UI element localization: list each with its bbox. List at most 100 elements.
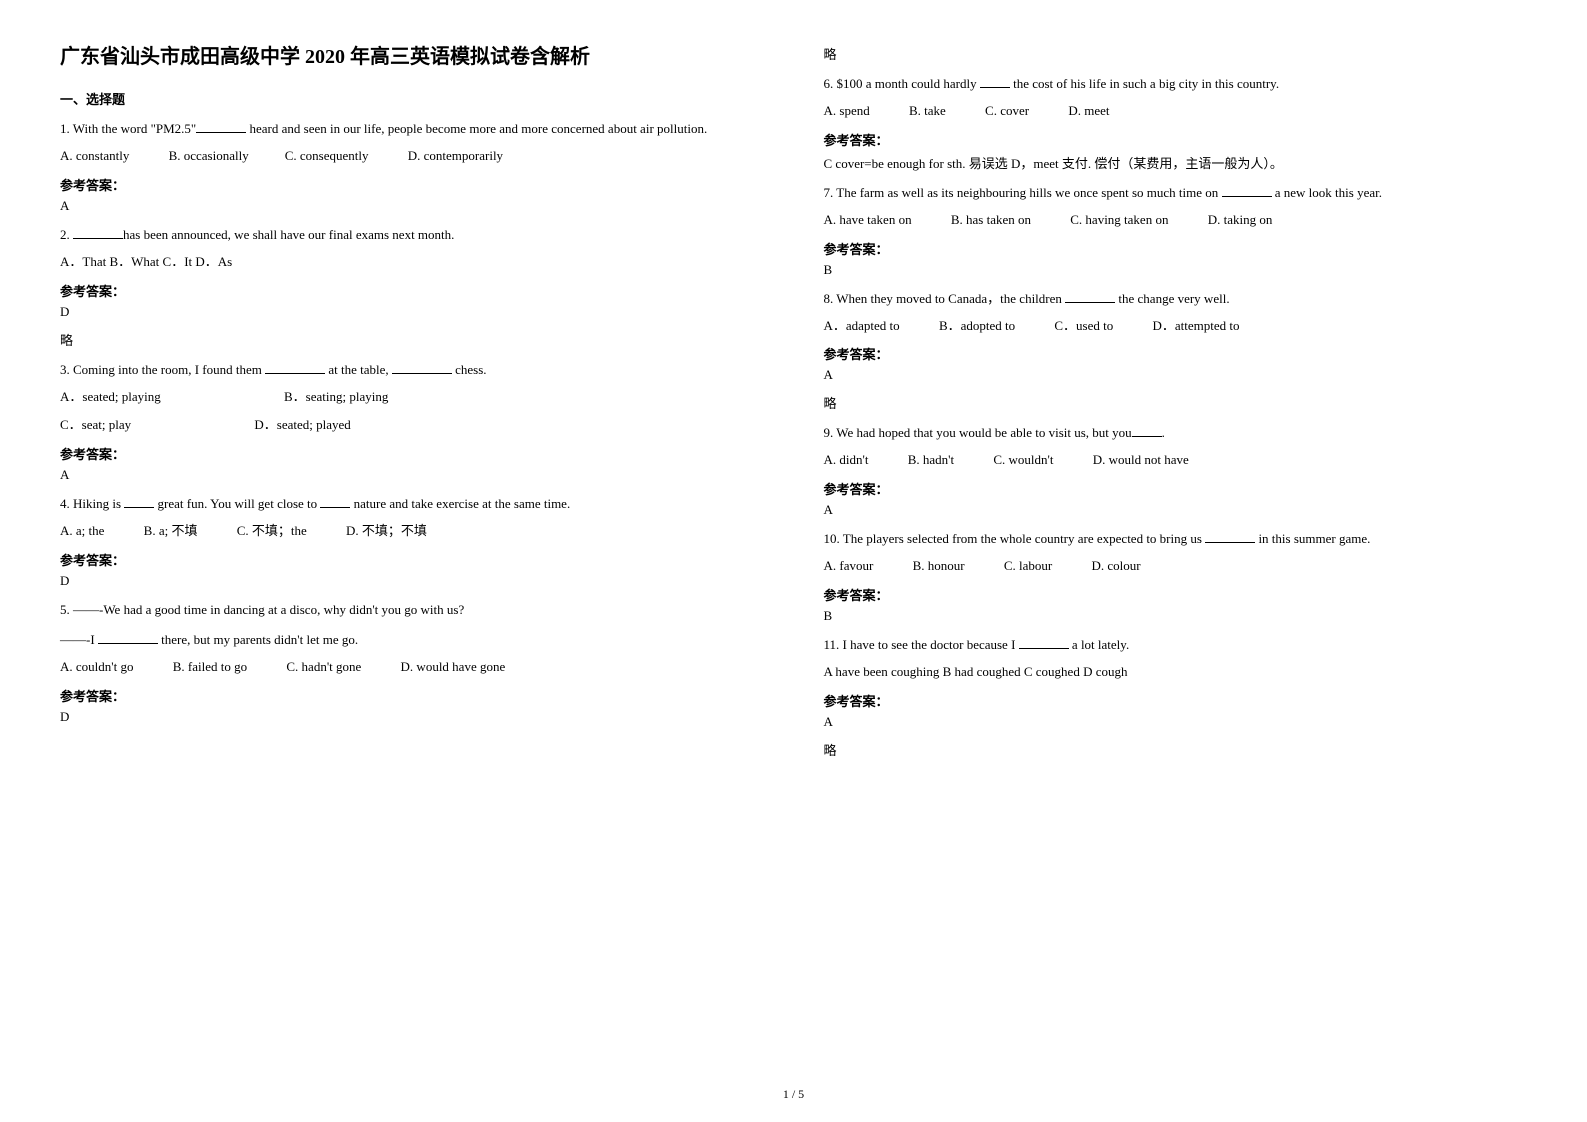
q4-text-b: great fun. You will get close to xyxy=(154,496,320,511)
q7-opt-b: B. has taken on xyxy=(951,208,1031,233)
q8-note: 略 xyxy=(824,393,1528,412)
q8-options: A．adapted to B．adopted to C．used to D．at… xyxy=(824,314,1528,339)
document-title: 广东省汕头市成田高级中学 2020 年高三英语模拟试卷含解析 xyxy=(60,40,764,69)
q8-text-b: the change very well. xyxy=(1115,291,1229,306)
question-5-line2: ——-I there, but my parents didn't let me… xyxy=(60,629,764,651)
blank xyxy=(980,75,1010,88)
q9-opt-d: D. would not have xyxy=(1093,448,1189,473)
q8-opt-c: C．used to xyxy=(1054,314,1113,339)
q3-ans: A xyxy=(60,467,764,483)
question-9: 9. We had hoped that you would be able t… xyxy=(824,422,1528,444)
q11-text-a: 11. I have to see the doctor because I xyxy=(824,637,1019,652)
blank xyxy=(73,226,123,239)
q6-text-b: the cost of his life in such a big city … xyxy=(1010,76,1279,91)
q5-line2a: ——-I xyxy=(60,632,98,647)
q9-opt-c: C. wouldn't xyxy=(993,448,1053,473)
q11-options: A have been coughing B had coughed C cou… xyxy=(824,660,1528,685)
q4-opt-c: C. 不填；the xyxy=(237,519,307,544)
q5-ans-label: 参考答案： xyxy=(60,686,764,705)
q7-ans-label: 参考答案： xyxy=(824,239,1528,258)
question-10: 10. The players selected from the whole … xyxy=(824,528,1528,550)
q7-ans: B xyxy=(824,262,1528,278)
q6-text-a: 6. $100 a month could hardly xyxy=(824,76,980,91)
q11-ans-label: 参考答案： xyxy=(824,691,1528,710)
q8-opt-d: D．attempted to xyxy=(1153,314,1240,339)
blank xyxy=(196,120,246,133)
q9-ans: A xyxy=(824,502,1528,518)
q1-ans: A xyxy=(60,198,764,214)
q6-opt-b: B. take xyxy=(909,99,946,124)
q9-ans-label: 参考答案： xyxy=(824,479,1528,498)
q6-opt-a: A. spend xyxy=(824,99,870,124)
q3-text-a: 3. Coming into the room, I found them xyxy=(60,362,265,377)
question-6: 6. $100 a month could hardly the cost of… xyxy=(824,73,1528,95)
q3-opt-c: C．seat; play xyxy=(60,413,131,438)
q5-opt-b: B. failed to go xyxy=(173,655,247,680)
q2-ans: D xyxy=(60,304,764,320)
q10-options: A. favour B. honour C. labour D. colour xyxy=(824,554,1528,579)
q10-opt-b: B. honour xyxy=(913,554,965,579)
q5-ans: D xyxy=(60,709,764,725)
blank xyxy=(265,361,325,374)
q2-options: A．That B．What C．It D．As xyxy=(60,250,764,275)
q7-text-b: a new look this year. xyxy=(1272,185,1382,200)
blank xyxy=(1065,290,1115,303)
q4-options: A. a; the B. a; 不填 C. 不填；the D. 不填；不填 xyxy=(60,519,764,544)
q3-opt-b: B．seating; playing xyxy=(284,385,388,410)
q6-opt-d: D. meet xyxy=(1068,99,1109,124)
q4-text-a: 4. Hiking is xyxy=(60,496,124,511)
blank xyxy=(1132,425,1162,438)
page-columns: 广东省汕头市成田高级中学 2020 年高三英语模拟试卷含解析 一、选择题 1. … xyxy=(60,40,1527,769)
q10-opt-c: C. labour xyxy=(1004,554,1052,579)
q1-text-b: heard and seen in our life, people becom… xyxy=(246,121,707,136)
q5-opt-d: D. would have gone xyxy=(401,655,506,680)
q9-text-a: 9. We had hoped that you would be able t… xyxy=(824,425,1132,440)
q11-text-b: a lot lately. xyxy=(1069,637,1130,652)
q4-opt-d: D. 不填；不填 xyxy=(346,519,427,544)
q3-options-row2: C．seat; play D．seated; played xyxy=(60,413,764,438)
q10-text-b: in this summer game. xyxy=(1255,531,1370,546)
q4-opt-b: B. a; 不填 xyxy=(144,519,198,544)
q9-text-b: . xyxy=(1162,425,1165,440)
q9-opt-b: B. hadn't xyxy=(908,448,954,473)
q4-text-c: nature and take exercise at the same tim… xyxy=(350,496,570,511)
q5-opt-a: A. couldn't go xyxy=(60,655,133,680)
q10-ans: B xyxy=(824,608,1528,624)
q7-options: A. have taken on B. has taken on C. havi… xyxy=(824,208,1528,233)
question-11: 11. I have to see the doctor because I a… xyxy=(824,634,1528,656)
q9-opt-a: A. didn't xyxy=(824,448,869,473)
q11-note: 略 xyxy=(824,740,1528,759)
q2-text-a: 2. xyxy=(60,227,73,242)
q7-text-a: 7. The farm as well as its neighbouring … xyxy=(824,185,1222,200)
blank xyxy=(98,631,158,644)
question-5-line1: 5. ——-We had a good time in dancing at a… xyxy=(60,599,764,621)
section-heading: 一、选择题 xyxy=(60,89,764,108)
q8-text-a: 8. When they moved to Canada，the childre… xyxy=(824,291,1066,306)
q10-text-a: 10. The players selected from the whole … xyxy=(824,531,1206,546)
blank xyxy=(1019,636,1069,649)
q5-note: 略 xyxy=(824,44,1528,63)
q3-opt-d: D．seated; played xyxy=(254,413,350,438)
q8-opt-b: B．adopted to xyxy=(939,314,1015,339)
q3-text-b: at the table, xyxy=(325,362,392,377)
q4-ans-label: 参考答案： xyxy=(60,550,764,569)
right-column: 略 6. $100 a month could hardly the cost … xyxy=(824,40,1528,769)
left-column: 广东省汕头市成田高级中学 2020 年高三英语模拟试卷含解析 一、选择题 1. … xyxy=(60,40,764,769)
q1-opt-c: C. consequently xyxy=(285,144,369,169)
q3-ans-label: 参考答案： xyxy=(60,444,764,463)
q10-ans-label: 参考答案： xyxy=(824,585,1528,604)
q10-opt-a: A. favour xyxy=(824,554,874,579)
q4-opt-a: A. a; the xyxy=(60,519,104,544)
q6-options: A. spend B. take C. cover D. meet xyxy=(824,99,1528,124)
question-4: 4. Hiking is great fun. You will get clo… xyxy=(60,493,764,515)
q10-opt-d: D. colour xyxy=(1091,554,1140,579)
q4-ans: D xyxy=(60,573,764,589)
q5-options: A. couldn't go B. failed to go C. hadn't… xyxy=(60,655,764,680)
q2-note: 略 xyxy=(60,330,764,349)
question-3: 3. Coming into the room, I found them at… xyxy=(60,359,764,381)
blank xyxy=(124,495,154,508)
q1-text-a: 1. With the word "PM2.5" xyxy=(60,121,196,136)
blank xyxy=(1205,530,1255,543)
blank xyxy=(392,361,452,374)
q1-opt-b: B. occasionally xyxy=(169,144,249,169)
